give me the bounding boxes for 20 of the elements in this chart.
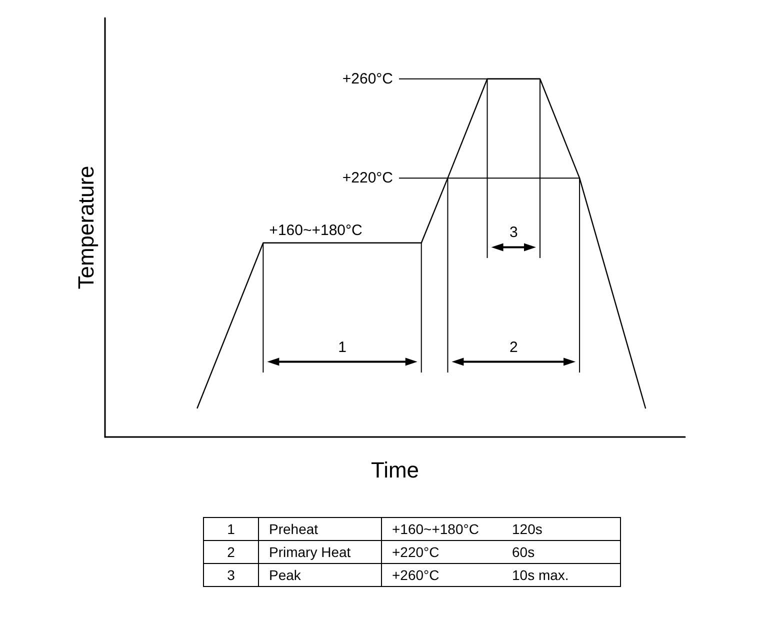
text: +160~+180°C xyxy=(382,518,502,540)
text: Primary Heat xyxy=(258,540,382,564)
annotation: 2 xyxy=(509,338,518,356)
text: +260°C xyxy=(382,564,502,586)
text: 3 xyxy=(204,564,258,586)
text: Peak xyxy=(258,564,382,586)
annotation: +160~+180°C xyxy=(269,222,363,239)
text: 1 xyxy=(204,518,258,540)
text: +220°C xyxy=(382,540,502,564)
annotation: 3 xyxy=(509,224,518,242)
ref-line-label: +260°C xyxy=(342,70,394,88)
text: 120s xyxy=(502,518,620,540)
text: 60s xyxy=(502,540,620,564)
text: Preheat xyxy=(258,518,382,540)
text: 2 xyxy=(204,540,258,564)
x-axis-title: Time xyxy=(370,458,420,482)
y-axis-title: Temperature xyxy=(74,166,98,290)
text: 10s max. xyxy=(502,564,620,586)
ref-line-label: +220°C xyxy=(342,170,394,187)
annotation: 1 xyxy=(338,338,346,356)
